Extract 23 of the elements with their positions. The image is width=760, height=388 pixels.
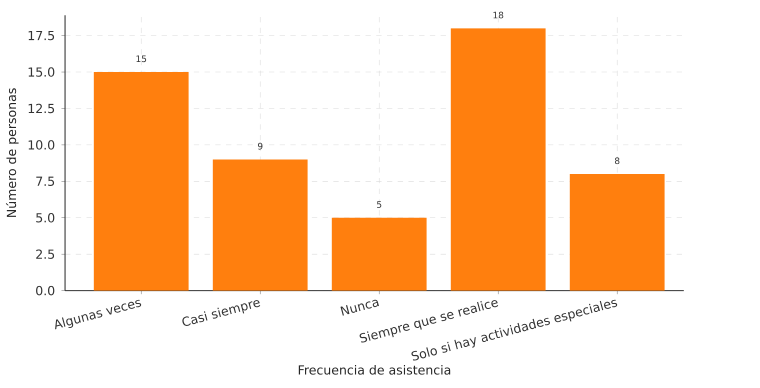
x-tick-label: Algunas veces [55,300,142,330]
y-tick-label: 12.5 [28,104,54,114]
data-label: 5 [377,201,382,208]
y-tick-label: 5.0 [36,212,54,222]
y-tick-label: 7.5 [36,176,54,186]
y-tick-label: 17.5 [28,30,54,40]
y-axis-title: Número de personas [6,88,19,217]
y-tick-label: 0.0 [36,286,54,296]
bar [450,28,546,291]
y-tick-label: 10.0 [28,140,54,150]
x-tick-label: Nunca [340,300,379,316]
bar [212,159,308,291]
x-tick-label: Casi siempre [182,300,260,326]
y-tick-label: 15.0 [28,67,54,77]
bar [570,174,665,291]
y-tick-label: 2.5 [36,249,54,259]
bar [94,72,189,291]
bar [332,218,427,291]
data-label: 15 [136,55,146,62]
data-label: 9 [258,142,262,150]
x-axis-title: Frecuencia de asistencia [298,364,450,375]
data-label: 18 [493,12,504,18]
data-label: 8 [614,157,620,164]
